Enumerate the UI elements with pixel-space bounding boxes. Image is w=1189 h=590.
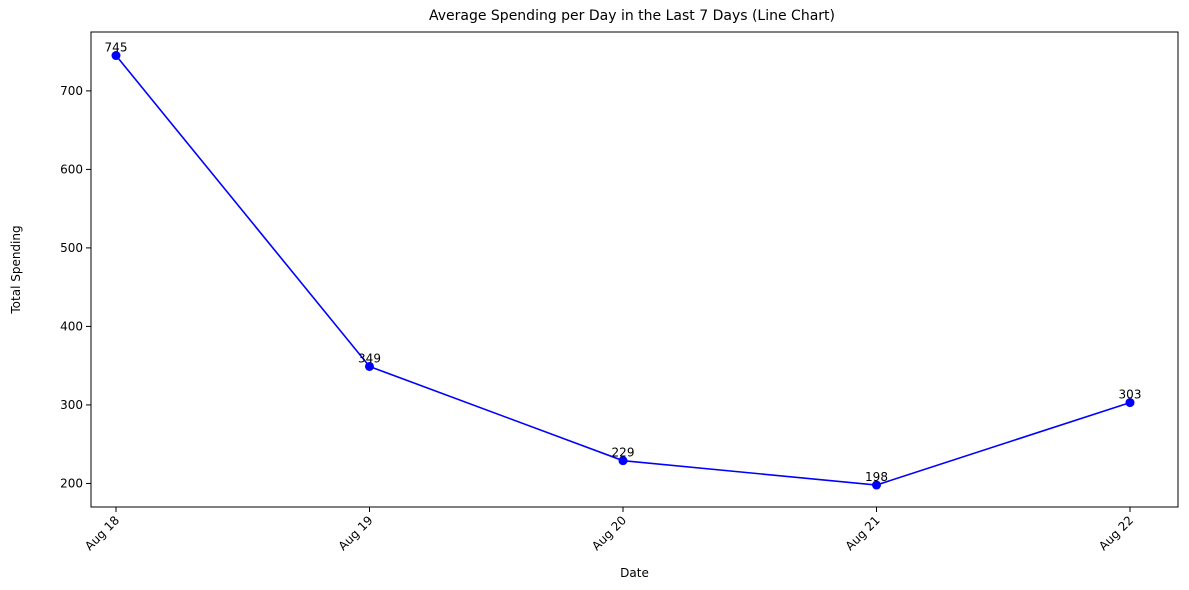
chart-title: Average Spending per Day in the Last 7 D… — [429, 8, 835, 24]
data-point-label: 198 — [865, 470, 888, 484]
data-point-marker — [1125, 398, 1135, 408]
data-point-label: 745 — [105, 41, 128, 55]
data-point-label: 229 — [612, 446, 635, 460]
data-point-marker — [365, 361, 374, 371]
y-tick-label: 200 — [60, 476, 83, 490]
data-point-marker — [111, 51, 121, 61]
series-markers — [111, 51, 1135, 490]
x-axis-label: Date — [620, 566, 649, 580]
data-labels: 745 349 229 198 303 — [105, 41, 1142, 484]
y-tick-label: 700 — [60, 84, 83, 98]
y-axis-ticks: 200 300 400 500 600 700 — [60, 84, 91, 490]
plot-area-frame — [90, 31, 1179, 508]
data-point-label: 303 — [1119, 388, 1142, 402]
y-axis-label: Total Spending — [9, 225, 23, 314]
data-point-marker — [872, 480, 881, 490]
y-tick-label: 600 — [60, 162, 83, 176]
y-tick-label: 500 — [60, 241, 83, 255]
data-point-label: 349 — [358, 351, 381, 365]
y-tick-label: 300 — [60, 398, 83, 412]
y-tick-label: 400 — [60, 319, 83, 333]
data-point-marker — [618, 456, 628, 466]
